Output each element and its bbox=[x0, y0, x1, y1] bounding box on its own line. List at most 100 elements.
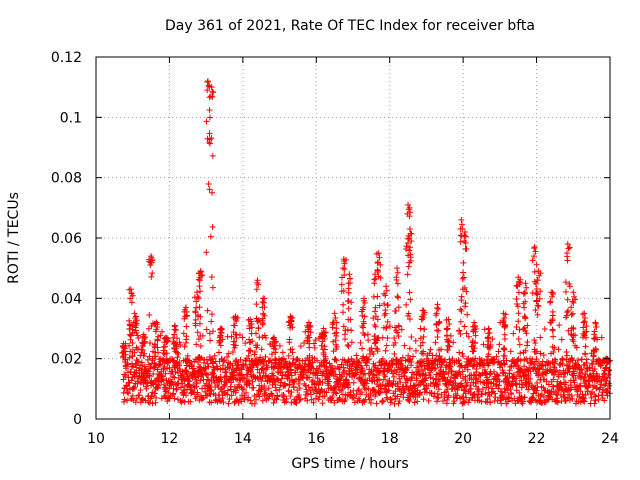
data-point bbox=[569, 298, 576, 305]
data-point bbox=[253, 286, 260, 293]
data-point bbox=[401, 388, 408, 395]
data-point bbox=[461, 323, 468, 330]
data-point bbox=[495, 348, 502, 355]
y-tick-label: 0.12 bbox=[51, 50, 82, 66]
data-point bbox=[139, 340, 146, 347]
data-point bbox=[310, 399, 317, 406]
data-point bbox=[412, 347, 419, 354]
data-point bbox=[123, 365, 130, 372]
data-point bbox=[540, 351, 547, 358]
data-point bbox=[348, 355, 355, 362]
data-point bbox=[224, 387, 231, 394]
data-point bbox=[527, 368, 534, 375]
data-point bbox=[244, 371, 251, 378]
data-point bbox=[404, 312, 411, 319]
data-point bbox=[407, 244, 414, 251]
data-point bbox=[254, 342, 261, 349]
data-point bbox=[379, 356, 386, 363]
data-point bbox=[407, 230, 414, 237]
data-point bbox=[264, 364, 271, 371]
data-point bbox=[155, 362, 162, 369]
data-point bbox=[208, 356, 215, 363]
data-point bbox=[524, 322, 531, 329]
data-point bbox=[145, 325, 152, 332]
data-point bbox=[444, 339, 451, 346]
data-point bbox=[522, 280, 529, 287]
data-point bbox=[345, 280, 352, 287]
data-point bbox=[155, 375, 162, 382]
data-point bbox=[357, 339, 364, 346]
data-point bbox=[270, 372, 277, 379]
data-point bbox=[130, 319, 137, 326]
data-point bbox=[567, 377, 574, 384]
data-point bbox=[232, 358, 239, 365]
data-point bbox=[396, 398, 403, 405]
data-point bbox=[319, 379, 326, 386]
data-point bbox=[471, 390, 478, 397]
data-point bbox=[568, 325, 575, 332]
data-point bbox=[440, 398, 447, 405]
data-point bbox=[433, 381, 440, 388]
data-point bbox=[262, 373, 269, 380]
data-point bbox=[518, 395, 525, 402]
data-point bbox=[196, 283, 203, 290]
data-point bbox=[134, 380, 141, 387]
data-point bbox=[410, 353, 417, 360]
data-point bbox=[529, 395, 536, 402]
data-point bbox=[296, 385, 303, 392]
data-point bbox=[533, 387, 540, 394]
data-point bbox=[338, 288, 345, 295]
data-point bbox=[155, 382, 162, 389]
data-point bbox=[233, 357, 240, 364]
data-point bbox=[304, 397, 311, 404]
data-point bbox=[591, 400, 598, 407]
y-tick-label: 0.1 bbox=[60, 110, 82, 126]
data-point bbox=[259, 304, 266, 311]
data-point bbox=[197, 268, 204, 275]
data-point bbox=[205, 363, 212, 370]
data-point bbox=[176, 358, 183, 365]
data-point bbox=[204, 78, 211, 85]
data-point bbox=[576, 383, 583, 390]
data-point bbox=[601, 397, 608, 404]
data-point bbox=[309, 377, 316, 384]
data-point bbox=[414, 398, 421, 405]
data-point bbox=[131, 310, 138, 317]
data-point bbox=[474, 393, 481, 400]
data-point bbox=[242, 340, 249, 347]
data-point bbox=[128, 299, 135, 306]
data-point bbox=[176, 339, 183, 346]
data-point bbox=[170, 373, 177, 380]
data-point bbox=[463, 288, 470, 295]
data-point bbox=[133, 344, 140, 351]
data-point bbox=[392, 308, 399, 315]
data-point bbox=[245, 347, 252, 354]
data-point bbox=[250, 384, 257, 391]
data-point bbox=[393, 274, 400, 281]
data-point bbox=[485, 351, 492, 358]
data-point bbox=[208, 135, 215, 142]
data-point bbox=[436, 353, 443, 360]
data-point bbox=[372, 304, 379, 311]
data-point bbox=[520, 398, 527, 405]
data-point bbox=[543, 368, 550, 375]
data-point bbox=[172, 369, 179, 376]
data-point bbox=[383, 324, 390, 331]
data-point bbox=[195, 336, 202, 343]
data-point bbox=[198, 272, 205, 279]
data-point bbox=[197, 313, 204, 320]
data-point bbox=[340, 265, 347, 272]
data-point bbox=[381, 300, 388, 307]
data-point bbox=[460, 398, 467, 405]
data-point bbox=[273, 387, 280, 394]
data-point bbox=[207, 93, 214, 100]
data-point bbox=[375, 334, 382, 341]
data-point bbox=[217, 342, 224, 349]
data-point bbox=[209, 328, 216, 335]
data-point bbox=[450, 339, 457, 346]
data-point bbox=[239, 334, 246, 341]
data-point bbox=[224, 391, 231, 398]
data-point bbox=[486, 330, 493, 337]
data-point bbox=[164, 358, 171, 365]
data-point bbox=[206, 139, 213, 146]
